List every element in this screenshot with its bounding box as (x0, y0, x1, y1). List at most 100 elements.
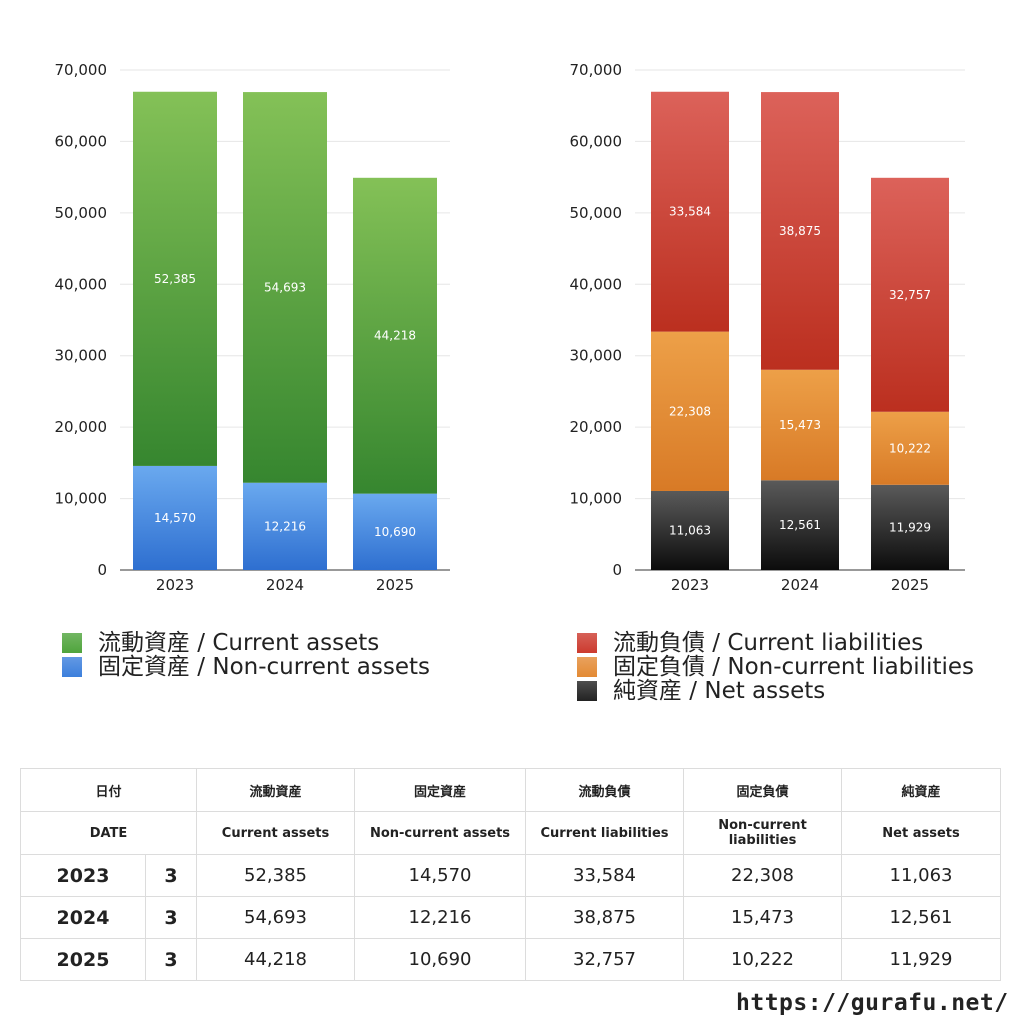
assets-y-tick-label: 30,000 (55, 347, 108, 365)
header-current-assets-jp: 流動資産 (196, 768, 356, 812)
cell-noncurrent-liabilities: 15,473 (683, 896, 843, 939)
assets-bar-segment (243, 92, 327, 483)
liabilities-data-label: 33,584 (669, 205, 711, 219)
liabilities-legend-item: 流動負債 / Current liabilities (577, 631, 974, 655)
liabilities-bar-segment (871, 484, 949, 570)
assets-data-label: 54,693 (264, 280, 306, 294)
header-date-jp: 日付 (19, 768, 198, 812)
assets-bar-segment (133, 91, 217, 466)
assets-y-tick-label: 0 (97, 561, 107, 579)
assets-y-tick-label: 10,000 (55, 490, 108, 508)
liabilities-y-tick-label: 10,000 (570, 490, 623, 508)
cell-current-assets: 52,385 (196, 854, 356, 897)
liabilities-data-label: 15,473 (779, 418, 821, 432)
header-noncurrent-liabilities-en: Non-current liabilities (683, 811, 843, 855)
assets-legend-label: 固定資産 / Non-current assets (98, 654, 431, 680)
liabilities-legend-label: 純資産 / Net assets (613, 678, 826, 704)
table-row: 2024 3 54,693 12,216 38,875 15,473 12,56… (20, 896, 1002, 939)
liabilities-bar-segment (871, 411, 949, 485)
assets-legend-swatch (62, 633, 82, 653)
cell-current-assets: 44,218 (196, 938, 356, 981)
liabilities-legend-label: 流動負債 / Current liabilities (613, 630, 924, 656)
site-url: https://gurafu.net/ (736, 990, 1009, 1016)
assets-x-tick-label: 2025 (376, 576, 414, 594)
liabilities-chart: 0 10,000 20,000 30,000 40,000 50,000 60,000 70,… (570, 61, 965, 594)
cell-noncurrent-assets: 10,690 (354, 938, 527, 981)
charts-canvas: 0 10,000 20,000 30,000 40,000 50,000 60,000 70,… (55, 61, 965, 594)
liabilities-data-label: 11,063 (669, 523, 711, 537)
liabilities-data-label: 22,308 (669, 404, 711, 418)
liabilities-bar-segment (651, 91, 729, 332)
row-year: 2025 (20, 938, 146, 981)
header-noncurrent-assets-en: Non-current assets (354, 811, 527, 855)
liabilities-data-label: 32,757 (889, 288, 931, 302)
table-header-jp: 日付 流動資産 固定資産 流動負債 固定負債 純資産 (19, 768, 1002, 812)
assets-x-tick-label: 2024 (266, 576, 304, 594)
assets-bar-segment (353, 177, 437, 494)
assets-data-label: 10,690 (374, 525, 416, 539)
table-row: 2025 3 44,218 10,690 32,757 10,222 11,92… (20, 938, 1002, 981)
row-year: 2024 (20, 896, 146, 939)
table-header-en: DATE Current assets Non-current assets C… (19, 811, 1002, 855)
liabilities-y-tick-label: 50,000 (570, 204, 623, 222)
header-net-assets-en: Net assets (841, 811, 1002, 855)
cell-noncurrent-assets: 12,216 (354, 896, 527, 939)
liabilities-legend-item: 固定負債 / Non-current liabilities (577, 655, 974, 679)
assets-legend-swatch (62, 657, 82, 677)
cell-net-assets: 11,063 (841, 854, 1002, 897)
assets-y-tick-label: 20,000 (55, 418, 108, 436)
liabilities-bar-segment (871, 177, 949, 412)
assets-chart: 0 10,000 20,000 30,000 40,000 50,000 60,000 70,… (55, 61, 450, 594)
liabilities-legend-item: 純資産 / Net assets (577, 679, 974, 703)
cell-current-liabilities: 32,757 (525, 938, 685, 981)
liabilities-y-tick-label: 70,000 (570, 61, 623, 79)
header-net-assets-jp: 純資産 (841, 768, 1002, 812)
liabilities-bar-segment (761, 92, 839, 370)
liabilities-x-tick-label: 2024 (781, 576, 819, 594)
assets-bar-segment (243, 482, 327, 570)
liabilities-bar-segment (651, 490, 729, 570)
liabilities-bar-segment (761, 369, 839, 481)
row-year: 2023 (20, 854, 146, 897)
row-month: 3 (144, 896, 198, 939)
assets-data-label: 44,218 (374, 329, 416, 343)
liabilities-y-tick-label: 30,000 (570, 347, 623, 365)
assets-y-tick-label: 60,000 (55, 132, 108, 150)
liabilities-legend-swatch (577, 633, 597, 653)
assets-data-label: 12,216 (264, 519, 306, 533)
header-date-en: DATE (19, 811, 198, 855)
liabilities-data-label: 11,929 (889, 520, 931, 534)
header-noncurrent-assets-jp: 固定資産 (354, 768, 527, 812)
assets-y-tick-label: 50,000 (55, 204, 108, 222)
liabilities-legend-label: 固定負債 / Non-current liabilities (613, 654, 974, 680)
assets-data-label: 14,570 (154, 511, 196, 525)
assets-legend-label: 流動資産 / Current assets (98, 630, 380, 656)
liabilities-x-tick-label: 2025 (891, 576, 929, 594)
assets-legend: 流動資産 / Current assets 固定資産 / Non-current … (62, 631, 430, 679)
header-noncurrent-liabilities-jp: 固定負債 (683, 768, 843, 812)
assets-x-tick-label: 2023 (156, 576, 194, 594)
header-current-liabilities-jp: 流動負債 (525, 768, 685, 812)
liabilities-data-label: 38,875 (779, 224, 821, 238)
row-month: 3 (144, 938, 198, 981)
assets-data-label: 52,385 (154, 272, 196, 286)
header-current-assets-en: Current assets (196, 811, 356, 855)
header-current-liabilities-en: Current liabilities (525, 811, 685, 855)
table-row: 2023 3 52,385 14,570 33,584 22,308 11,06… (20, 854, 1002, 897)
liabilities-legend-swatch (577, 657, 597, 677)
liabilities-y-tick-label: 0 (612, 561, 622, 579)
assets-legend-item: 流動資産 / Current assets (62, 631, 430, 655)
cell-current-assets: 54,693 (196, 896, 356, 939)
assets-bar-segment (353, 493, 437, 570)
assets-bar-segment (133, 465, 217, 570)
cell-noncurrent-liabilities: 10,222 (683, 938, 843, 981)
liabilities-y-tick-label: 60,000 (570, 132, 623, 150)
liabilities-legend: 流動負債 / Current liabilities 固定負債 / Non-cur… (577, 631, 974, 703)
balance-table: 日付 流動資産 固定資産 流動負債 固定負債 純資産 DATE Current … (19, 768, 1002, 981)
cell-current-liabilities: 38,875 (525, 896, 685, 939)
cell-net-assets: 11,929 (841, 938, 1002, 981)
cell-noncurrent-liabilities: 22,308 (683, 854, 843, 897)
assets-y-tick-label: 40,000 (55, 275, 108, 293)
liabilities-x-tick-label: 2023 (671, 576, 709, 594)
liabilities-legend-swatch (577, 681, 597, 701)
